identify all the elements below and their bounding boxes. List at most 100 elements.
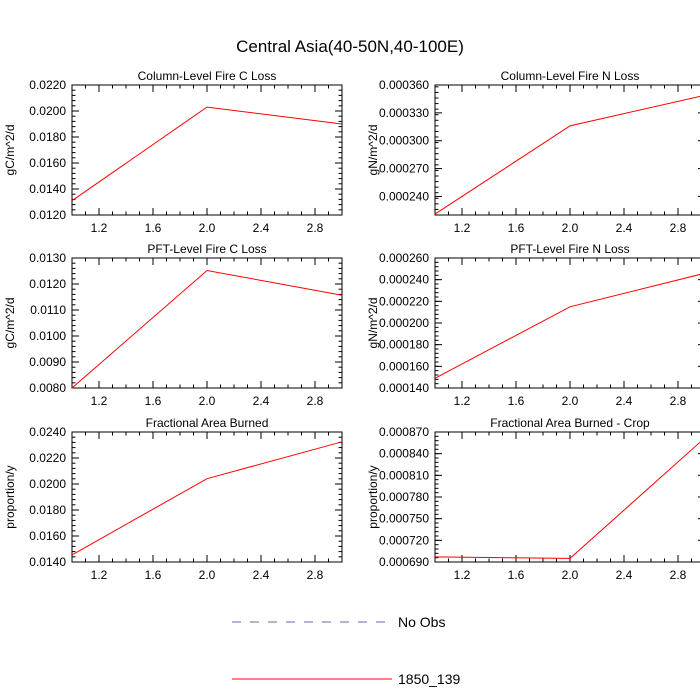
x-tick-label: 1.2 — [91, 394, 108, 408]
y-tick-label: 0.000180 — [379, 338, 429, 352]
y-tick-label: 0.000240 — [379, 189, 429, 203]
panel-title: Fractional Area Burned - Crop — [490, 416, 650, 430]
y-tick-label: 0.000690 — [379, 555, 429, 569]
x-tick-label: 1.6 — [508, 568, 525, 582]
y-axis-label: proportion/y — [366, 465, 380, 528]
x-tick-label: 2.0 — [199, 394, 216, 408]
series-line — [71, 269, 343, 389]
y-axis-label: gC/m^2/d — [3, 298, 17, 349]
x-tick-label: 2.4 — [616, 221, 633, 235]
plot-frame — [434, 431, 700, 563]
plot-panel: Fractional Area Burned proportion/y 1.2 1.6… — [3, 416, 343, 582]
x-tick-label: 2.8 — [670, 221, 687, 235]
plot-frame — [71, 257, 343, 389]
y-tick-label: 0.0220 — [29, 451, 66, 465]
y-tick-label: 0.0160 — [29, 529, 66, 543]
plot-panel: Fractional Area Burned - Crop proportion/… — [366, 416, 700, 582]
y-axis-label: gC/m^2/d — [3, 125, 17, 176]
x-tick-label: 2.0 — [562, 394, 579, 408]
panel-title: PFT-Level Fire C Loss — [147, 242, 266, 256]
legend: No Obs 1850_139 — [232, 614, 461, 687]
y-tick-label: 0.000780 — [379, 490, 429, 504]
plot-panel: PFT-Level Fire C Loss gC/m^2/d 1.2 1.6 2.0 2.… — [3, 242, 343, 408]
series-line — [71, 441, 343, 556]
x-tick-label: 2.8 — [670, 394, 687, 408]
panel-title: Fractional Area Burned — [146, 416, 269, 430]
panel-title: Column-Level Fire N Loss — [501, 69, 640, 83]
x-tick-label: 2.8 — [307, 221, 324, 235]
x-tick-label: 2.0 — [562, 221, 579, 235]
y-axis-label: gN/m^2/d — [366, 125, 380, 176]
x-tick-label: 2.4 — [616, 394, 633, 408]
x-tick-label: 2.0 — [199, 221, 216, 235]
x-tick-label: 2.8 — [670, 568, 687, 582]
plot-frame — [71, 431, 343, 563]
x-tick-label: 2.4 — [253, 221, 270, 235]
y-tick-label: 0.0090 — [29, 355, 66, 369]
x-tick-label: 2.0 — [199, 568, 216, 582]
y-axis-label: gN/m^2/d — [366, 298, 380, 349]
plot-panel: Column-Level Fire C Loss gC/m^2/d 1.2 1.6 2.… — [3, 69, 343, 235]
y-tick-label: 0.0130 — [29, 251, 66, 265]
x-tick-label: 2.8 — [307, 568, 324, 582]
y-tick-label: 0.0220 — [29, 78, 66, 92]
y-tick-label: 0.0200 — [29, 477, 66, 491]
plot-frame — [434, 257, 700, 389]
y-axis-label: proportion/y — [3, 465, 17, 528]
x-tick-label: 1.2 — [91, 568, 108, 582]
y-tick-label: 0.0240 — [29, 425, 66, 439]
x-tick-label: 2.0 — [562, 568, 579, 582]
y-tick-label: 0.0120 — [29, 208, 66, 222]
x-tick-label: 1.6 — [145, 221, 162, 235]
y-tick-label: 0.000720 — [379, 533, 429, 547]
x-tick-label: 1.6 — [145, 394, 162, 408]
legend-label: No Obs — [398, 614, 445, 630]
y-tick-label: 0.000810 — [379, 468, 429, 482]
plot-panel: Column-Level Fire N Loss gN/m^2/d 1.2 1.6 2.… — [366, 69, 700, 235]
panel-title: Column-Level Fire C Loss — [138, 69, 277, 83]
y-tick-label: 0.0140 — [29, 555, 66, 569]
y-tick-label: 0.000270 — [379, 162, 429, 176]
y-tick-label: 0.0180 — [29, 503, 66, 517]
series-line — [71, 106, 343, 202]
y-tick-label: 0.000750 — [379, 512, 429, 526]
y-tick-label: 0.0140 — [29, 182, 66, 196]
y-tick-label: 0.000330 — [379, 106, 429, 120]
panel-title: PFT-Level Fire N Loss — [510, 242, 629, 256]
series-line — [434, 273, 700, 379]
y-tick-label: 0.000260 — [379, 251, 429, 265]
plot-frame — [71, 84, 343, 216]
y-tick-label: 0.0200 — [29, 104, 66, 118]
y-tick-label: 0.0080 — [29, 381, 66, 395]
y-tick-label: 0.0180 — [29, 130, 66, 144]
x-tick-label: 2.4 — [253, 568, 270, 582]
y-tick-label: 0.0160 — [29, 156, 66, 170]
legend-label: 1850_139 — [398, 671, 461, 687]
x-tick-label: 1.2 — [454, 221, 471, 235]
series-line — [434, 441, 700, 559]
y-tick-label: 0.0110 — [30, 303, 66, 317]
x-tick-label: 1.2 — [454, 394, 471, 408]
x-tick-label: 2.8 — [307, 394, 324, 408]
x-tick-label: 1.6 — [145, 568, 162, 582]
x-tick-label: 1.2 — [454, 568, 471, 582]
y-tick-label: 0.000220 — [379, 294, 429, 308]
y-tick-label: 0.000240 — [379, 273, 429, 287]
y-tick-label: 0.000160 — [379, 359, 429, 373]
y-tick-label: 0.0100 — [29, 329, 66, 343]
x-tick-label: 1.6 — [508, 394, 525, 408]
y-tick-label: 0.000140 — [379, 381, 429, 395]
y-tick-label: 0.000200 — [379, 316, 429, 330]
y-tick-label: 0.000870 — [379, 425, 429, 439]
x-tick-label: 1.2 — [91, 221, 108, 235]
x-tick-label: 1.6 — [508, 221, 525, 235]
y-tick-label: 0.0120 — [29, 277, 66, 291]
y-tick-label: 0.000840 — [379, 447, 429, 461]
main-title: Central Asia(40-50N,40-100E) — [236, 37, 464, 56]
panels: Column-Level Fire C Loss gC/m^2/d 1.2 1.6 2.… — [3, 69, 700, 582]
plot-frame — [434, 84, 700, 216]
plot-panel: PFT-Level Fire N Loss gN/m^2/d 1.2 1.6 2.0 2.… — [366, 242, 700, 408]
series-line — [434, 95, 700, 215]
y-tick-label: 0.000300 — [379, 134, 429, 148]
